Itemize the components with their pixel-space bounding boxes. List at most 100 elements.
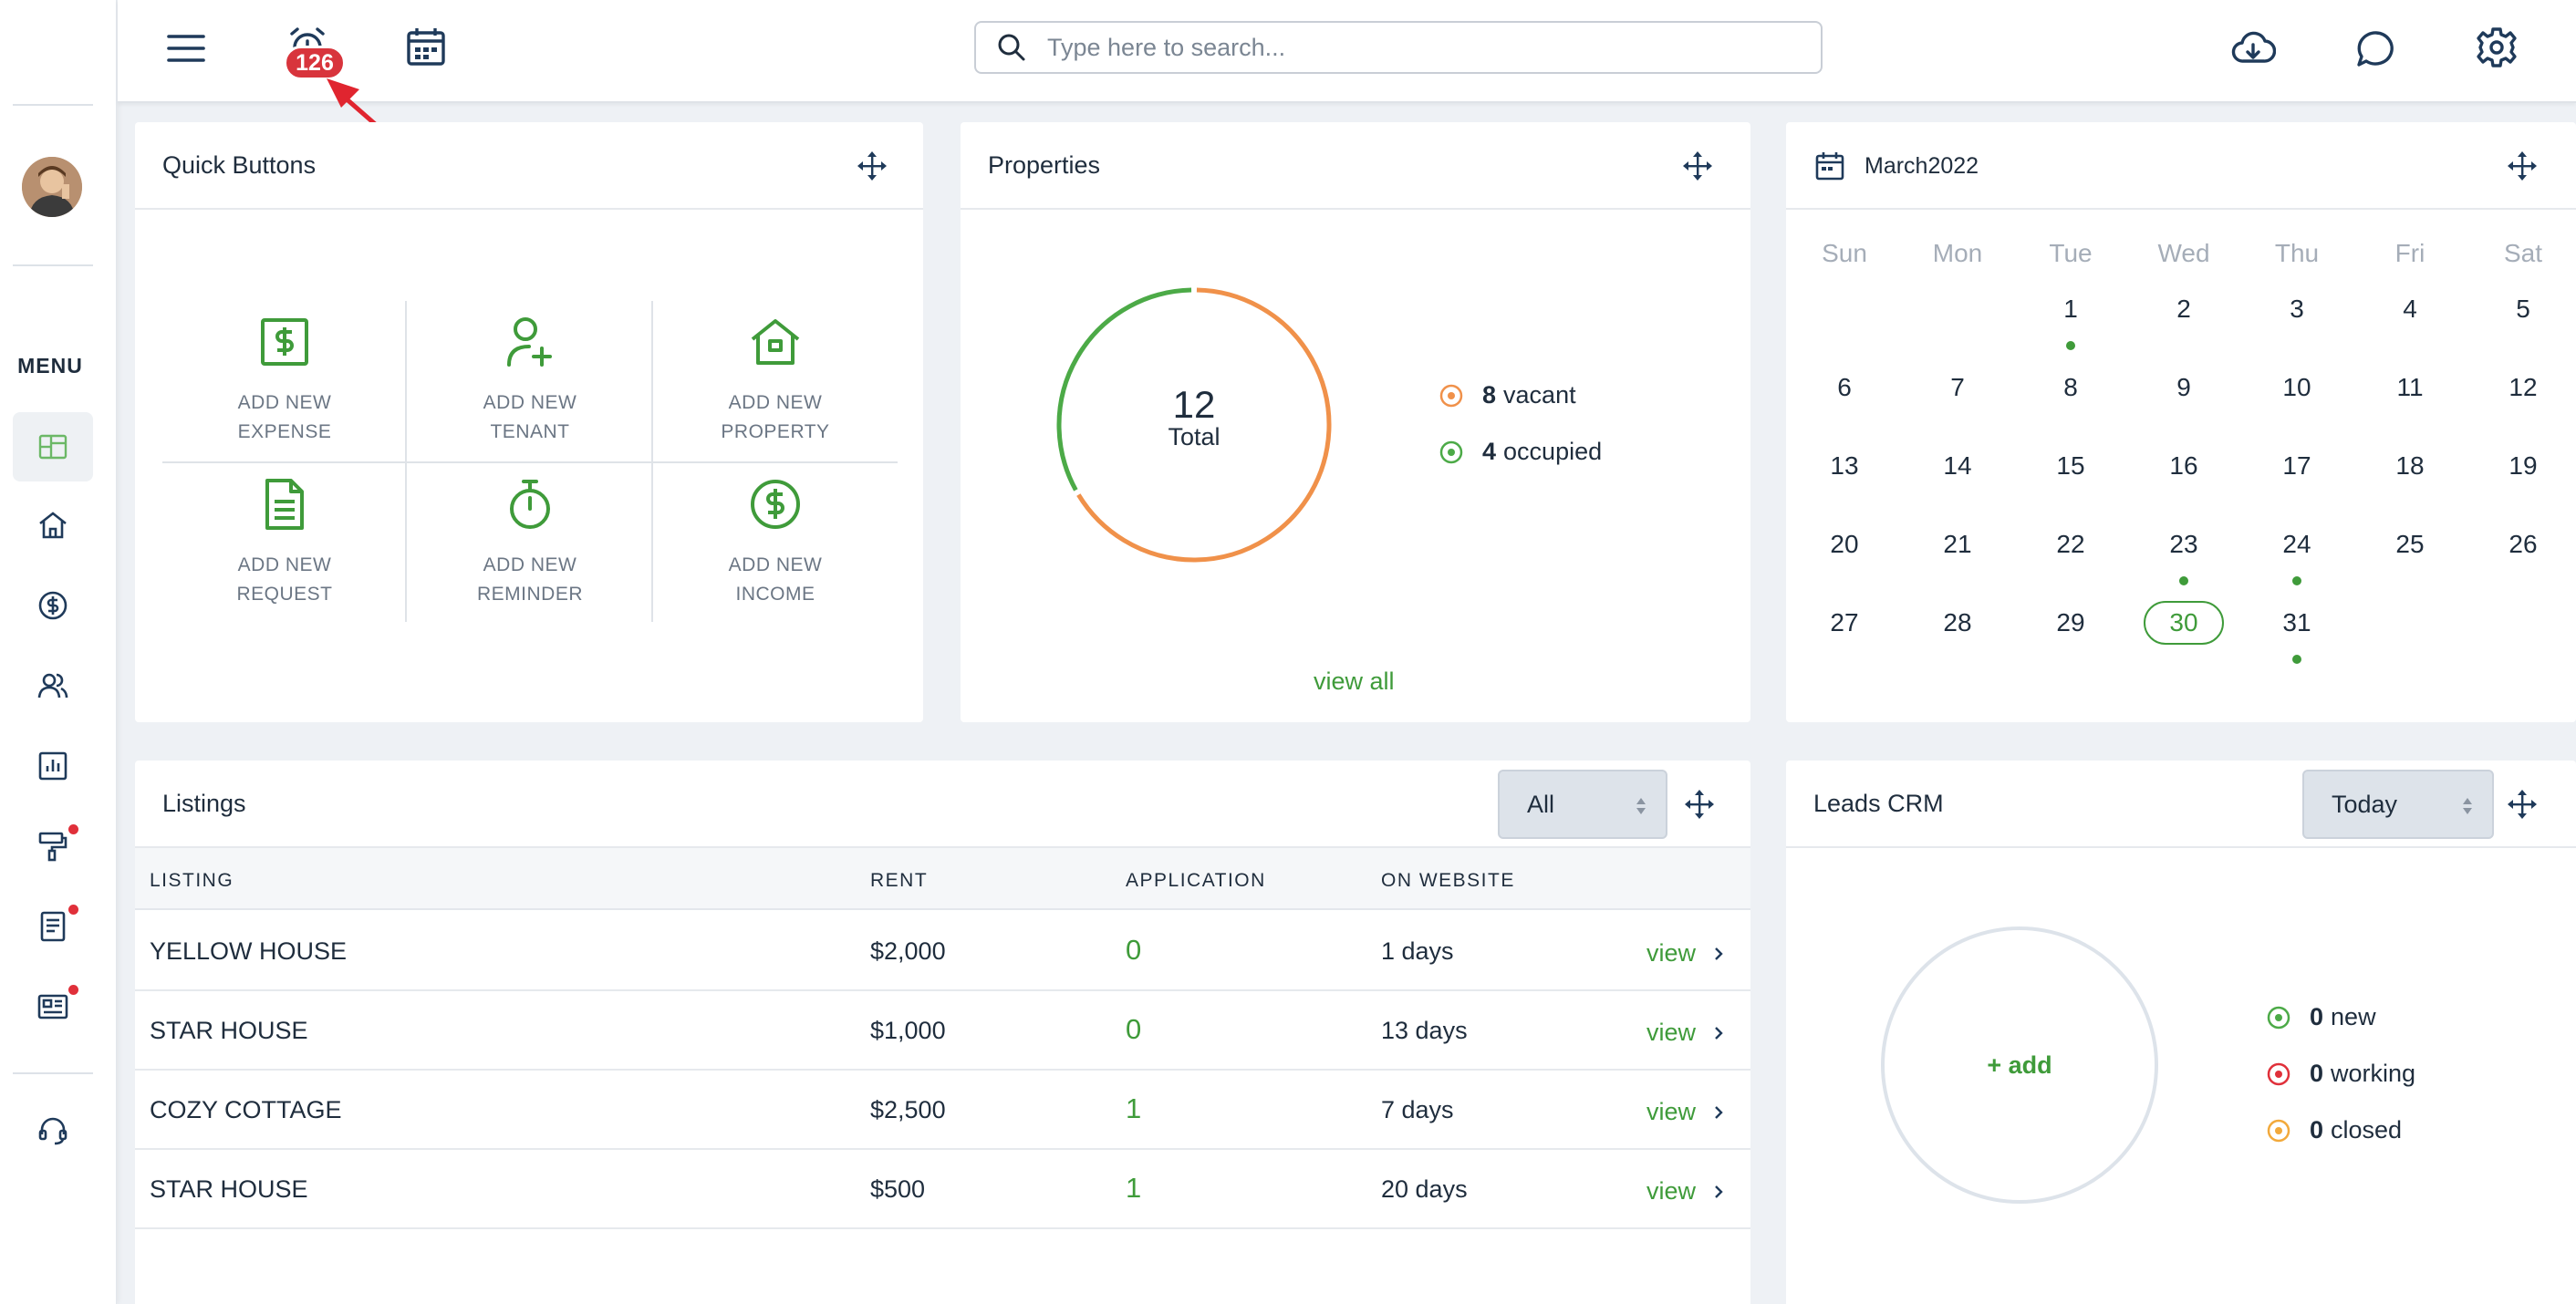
- notification-count-badge[interactable]: 126: [284, 46, 346, 80]
- hamburger-menu-button[interactable]: [157, 19, 215, 78]
- sidebar-item-finance[interactable]: [13, 571, 93, 640]
- listing-on-website: 7 days: [1381, 1096, 1454, 1123]
- add-lead-link[interactable]: + add: [1987, 1050, 2052, 1079]
- calendar-day[interactable]: 28: [1943, 608, 1972, 636]
- sidebar-item-listings[interactable]: [13, 972, 93, 1041]
- listings-filter-select[interactable]: All: [1498, 770, 1667, 839]
- column-header: APPLICATION: [1126, 870, 1266, 891]
- listing-applications: 0: [1126, 1013, 1142, 1045]
- sidebar-item-maintenance[interactable]: [13, 812, 93, 881]
- sidebar-item-home[interactable]: [13, 491, 93, 560]
- sidebar-item-tenants[interactable]: [13, 651, 93, 720]
- column-header: ON WEBSITE: [1381, 870, 1515, 891]
- sidebar-item-reports[interactable]: [13, 731, 93, 801]
- view-listing-link[interactable]: view: [1646, 1098, 1727, 1126]
- calendar-day[interactable]: 17: [2282, 451, 2311, 480]
- calendar-day[interactable]: 3: [2290, 295, 2304, 323]
- move-arrows-icon: [1683, 151, 1712, 181]
- calendar-day[interactable]: 13: [1830, 451, 1859, 480]
- dollar-circle-icon: [38, 591, 68, 620]
- sidebar-item-support[interactable]: [13, 1096, 93, 1165]
- table-header: LISTING RENT APPLICATION ON WEBSITE: [135, 848, 1750, 910]
- chat-button[interactable]: [2347, 20, 2405, 78]
- calendar-day[interactable]: 26: [2508, 530, 2538, 558]
- lead-status-label: new: [2331, 1003, 2376, 1030]
- view-listing-link[interactable]: view: [1646, 1177, 1727, 1206]
- calendar-day[interactable]: 21: [1943, 530, 1972, 558]
- calendar-day[interactable]: 8: [2063, 373, 2078, 401]
- leads-filter-select[interactable]: Today: [2302, 770, 2494, 839]
- calendar-day[interactable]: 25: [2395, 530, 2425, 558]
- view-all-properties-link[interactable]: view all: [1314, 668, 1395, 695]
- move-handle[interactable]: [2506, 788, 2539, 821]
- search-input[interactable]: [1047, 33, 1795, 62]
- calendar-day[interactable]: 22: [2056, 530, 2085, 558]
- occupied-count: 4: [1482, 438, 1497, 465]
- calendar-day[interactable]: 23: [2169, 530, 2198, 558]
- listing-rent: $1,000: [870, 1017, 946, 1044]
- calendar-day[interactable]: 9: [2176, 373, 2191, 401]
- move-handle[interactable]: [1681, 150, 1714, 182]
- card-title: Quick Buttons: [162, 151, 317, 179]
- calendar-day[interactable]: 2: [2176, 295, 2191, 323]
- leads-add-circle[interactable]: + add: [1881, 926, 2158, 1204]
- table-row: STAR HOUSE $500 1 20 days view: [135, 1150, 1750, 1229]
- calendar-day[interactable]: 14: [1943, 451, 1972, 480]
- calendar-button[interactable]: [397, 18, 455, 77]
- add-expense-button[interactable]: ADD NEW EXPENSE: [162, 301, 407, 461]
- calendar-day[interactable]: 18: [2395, 451, 2425, 480]
- calendar-day[interactable]: 6: [1837, 373, 1852, 401]
- sidebar-divider: [13, 1072, 93, 1074]
- lead-count: 0: [2310, 1003, 2324, 1030]
- calendar-day[interactable]: 27: [1830, 608, 1859, 636]
- calendar-day[interactable]: 20: [1830, 530, 1859, 558]
- calendar-card: March2022 Sun Mon Tue Wed Thu Fri Sat 1 2 3 4 5 6 7 8 9…: [1786, 122, 2576, 722]
- calendar-day[interactable]: 7: [1950, 373, 1965, 401]
- move-handle[interactable]: [2506, 150, 2539, 182]
- view-listing-link[interactable]: view: [1646, 939, 1727, 968]
- occupied-label: occupied: [1503, 438, 1603, 465]
- calendar-day[interactable]: 4: [2403, 295, 2417, 323]
- move-arrows-icon: [2508, 151, 2537, 181]
- add-request-button[interactable]: ADD NEW REQUEST: [162, 463, 407, 624]
- move-handle[interactable]: [856, 150, 888, 182]
- calendar-day-today[interactable]: 30: [2127, 600, 2240, 646]
- column-header: LISTING: [150, 870, 234, 891]
- search-bar[interactable]: [974, 21, 1823, 74]
- cloud-download-button[interactable]: [2224, 20, 2282, 78]
- sidebar-divider: [13, 264, 93, 266]
- calendar-day[interactable]: 5: [2516, 295, 2530, 323]
- calendar-day[interactable]: 19: [2508, 451, 2538, 480]
- calendar-day[interactable]: 24: [2282, 530, 2311, 558]
- view-listing-link[interactable]: view: [1646, 1019, 1727, 1047]
- add-property-button[interactable]: ADD NEW PROPERTY: [653, 301, 898, 461]
- calendar-day[interactable]: 16: [2169, 451, 2198, 480]
- user-plus-icon: [507, 317, 552, 367]
- calendar-day[interactable]: 11: [2396, 373, 2424, 401]
- calendar-day[interactable]: 1: [2063, 295, 2078, 323]
- listing-name: COZY COTTAGE: [150, 1096, 342, 1123]
- calendar-day[interactable]: 15: [2056, 451, 2085, 480]
- lead-status-icon: [2267, 1119, 2290, 1142]
- settings-button[interactable]: [2467, 18, 2526, 77]
- add-tenant-button[interactable]: ADD NEW TENANT: [408, 301, 652, 461]
- calendar-day[interactable]: 31: [2282, 608, 2311, 636]
- add-income-button[interactable]: ADD NEW INCOME: [653, 463, 898, 624]
- lead-status-label: working: [2331, 1060, 2416, 1087]
- chevron-right-icon: [1715, 947, 1723, 960]
- listing-name: YELLOW HOUSE: [150, 937, 348, 965]
- move-handle[interactable]: [1683, 788, 1716, 821]
- calendar-day[interactable]: 12: [2508, 373, 2538, 401]
- add-reminder-button[interactable]: ADD NEW REMINDER: [408, 463, 652, 624]
- calendar-day[interactable]: 10: [2282, 373, 2311, 401]
- quick-button-label: EXPENSE: [237, 421, 332, 442]
- dashboard-icon: [38, 434, 68, 460]
- sidebar-item-documents[interactable]: [13, 892, 93, 961]
- card-header: Leads CRM Today: [1786, 761, 2576, 848]
- properties-donut-chart: [1056, 287, 1332, 563]
- sidebar-item-dashboard[interactable]: [13, 412, 93, 481]
- card-title: Listings: [162, 790, 246, 817]
- avatar[interactable]: [22, 157, 82, 217]
- card-header: Listings All: [135, 761, 1750, 848]
- calendar-day[interactable]: 29: [2056, 608, 2085, 636]
